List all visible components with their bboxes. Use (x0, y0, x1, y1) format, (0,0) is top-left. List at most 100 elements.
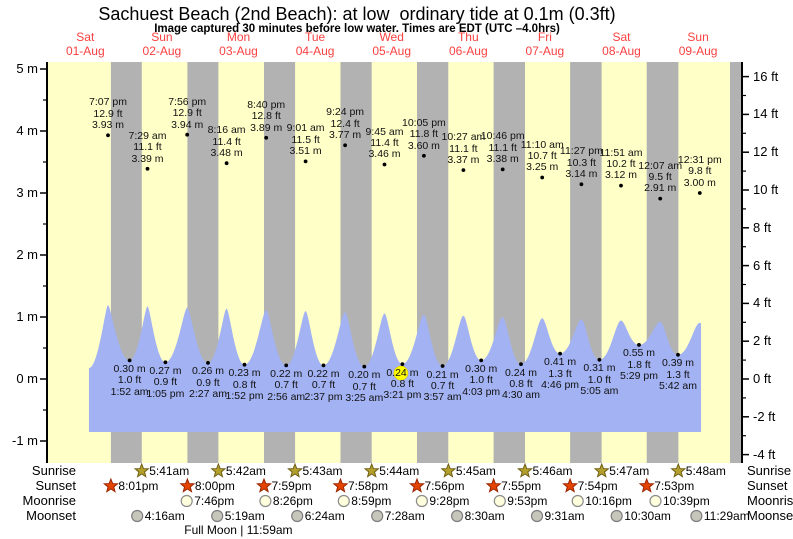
sunset-time: 7:54pm (577, 479, 618, 493)
sunset-star-icon (409, 477, 425, 493)
moonset-circle-icon (530, 509, 544, 523)
right-axis-label: 12 ft (753, 144, 779, 160)
left-axis-label: 5 m (16, 61, 38, 76)
sunrise-time: 5:45am (455, 464, 496, 478)
high-tide-dot (422, 153, 426, 158)
right-axis-label: 14 ft (753, 106, 779, 122)
right-axis-label: 16 ft (753, 68, 779, 84)
moonset-time: 5:19am (224, 509, 265, 523)
right-axis-label: -4 ft (753, 446, 776, 462)
high-tide-annotation: 11:27 pm 10.3 ft 3.14 m (559, 145, 603, 181)
day-label: Sat 01-Aug (65, 30, 105, 58)
low-tide-dot (206, 361, 210, 365)
high-tide-dot (619, 183, 623, 188)
high-tide-annotation: 10:05 pm 11.8 ft 3.60 m (402, 116, 446, 152)
high-tide-annotation: 10:27 am 11.1 ft 3.37 m (441, 131, 486, 166)
sunrise-time: 5:46am (532, 464, 573, 478)
high-tide-dot (264, 135, 269, 140)
sunset-time: 7:59pm (271, 479, 312, 493)
day-label: Mon 03-Aug (219, 30, 258, 58)
night-band (730, 62, 742, 463)
sunset-star-icon (179, 477, 196, 493)
row-label-sunset-left: Sunset (35, 478, 76, 493)
row-label-sunset-right: Sunset (747, 478, 788, 493)
full-moon-note: Full Moon | 11:59am (184, 523, 293, 537)
moonrise-circle-icon (259, 494, 272, 508)
sunset-time: 7:55pm (501, 479, 542, 493)
low-tide-annotation: 0.24 m 0.8 ft 4:30 am (502, 366, 540, 402)
low-tide-annotation: 0.22 m 0.7 ft 2:56 am (267, 367, 306, 403)
moonrise-circle-icon (493, 494, 506, 508)
high-tide-annotation: 11:51 am 10.2 ft 3.12 m (599, 146, 643, 182)
moonrise-time: 10:16pm (585, 494, 632, 508)
sunset-star-icon (102, 477, 119, 493)
low-tide-dot (440, 364, 445, 368)
low-tide-annotation: 0.24 m 0.8 ft 3:21 pm (383, 366, 422, 402)
sunset-star-icon (256, 477, 272, 493)
day-label: Thu 06-Aug (448, 30, 488, 58)
moonset-circle-icon (211, 509, 224, 523)
high-tide-dot (461, 168, 466, 173)
sunset-star-icon (638, 477, 655, 493)
low-tide-dot (284, 363, 289, 368)
right-axis-label: 4 ft (753, 295, 772, 311)
right-axis-label: 10 ft (753, 182, 779, 197)
high-tide-annotation: 7:56 pm 12.9 ft 3.94 m (168, 95, 207, 131)
chart-subtitle: Image captured 30 minutes before low wat… (154, 23, 560, 35)
moonset-circle-icon (131, 509, 144, 523)
day-label: Fri 07-Aug (525, 30, 565, 58)
moonset-circle-icon (371, 509, 384, 523)
moonset-circle-icon (291, 509, 304, 523)
low-tide-dot (558, 351, 562, 356)
low-tide-annotation: 0.27 m 0.9 ft 1:05 pm (146, 364, 185, 400)
moonset-time: 8:30am (464, 509, 505, 523)
row-label-sunrise-right: Sunrise (747, 463, 792, 478)
low-tide-dot (321, 363, 326, 368)
moonrise-time: 7:46pm (194, 494, 235, 508)
low-tide-annotation: 0.31 m 1.0 ft 5:05 am (580, 362, 619, 398)
moonrise-time: 8:26pm (272, 494, 313, 508)
left-axis-label: 2 m (16, 247, 38, 262)
moonrise-time: 9:53pm (507, 494, 548, 508)
high-tide-annotation: 9:01 am 11.5 ft 3.51 m (286, 122, 325, 158)
low-tide-annotation: 0.22 m 0.7 ft 2:37 pm (304, 367, 343, 403)
sunrise-star-icon (517, 462, 533, 478)
moonset-circle-icon (451, 509, 464, 523)
high-tide-dot (658, 196, 663, 201)
sunrise-time: 5:44am (379, 464, 420, 478)
moonset-time: 6:24am (304, 509, 345, 523)
high-tide-dot (697, 191, 702, 195)
row-label-moonset-left: Moonset (26, 508, 76, 523)
right-axis-label: -2 ft (753, 408, 776, 424)
row-label-moonrise-right: Moonrise (747, 493, 793, 508)
moonset-circle-icon (610, 509, 623, 523)
sunrise-star-icon (133, 462, 150, 478)
row-label-moonrise-left: Moonrise (22, 493, 76, 508)
high-tide-annotation: 9:45 am 11.4 ft 3.46 m (365, 125, 404, 161)
sunrise-time: 5:43am (302, 464, 343, 478)
day-label: Wed 05-Aug (372, 30, 412, 58)
low-tide-annotation: 0.39 m 1.3 ft 5:42 am (659, 357, 697, 393)
sunset-star-icon (485, 477, 502, 493)
right-axis-label: 6 ft (753, 257, 772, 273)
low-tide-dot (637, 343, 641, 347)
moonrise-circle-icon (649, 494, 662, 508)
high-tide-dot (500, 167, 505, 172)
moonrise-circle-icon (337, 494, 350, 508)
sunrise-star-icon (440, 462, 457, 478)
moonset-time: 7:28am (384, 509, 425, 523)
day-label: Sun 02-Aug (142, 30, 182, 58)
left-axis-label: 4 m (16, 123, 38, 138)
high-tide-dot (224, 161, 229, 166)
sunrise-time: 5:42am (225, 464, 266, 478)
day-label: Tue 04-Aug (295, 30, 335, 58)
current-tide-highlight (393, 365, 409, 381)
high-tide-annotation: 12:31 pm 9.8 ft 3.00 m (677, 154, 722, 189)
row-label-sunrise-left: Sunrise (31, 463, 76, 478)
high-tide-annotation: 8:40 pm 12.8 ft 3.89 m (247, 98, 286, 134)
low-tide-annotation: 0.20 m 0.7 ft 3:25 am (345, 369, 384, 404)
sunset-time: 8:01pm (118, 479, 159, 493)
low-tide-annotation: 0.23 m 0.8 ft 1:52 pm (225, 367, 264, 402)
